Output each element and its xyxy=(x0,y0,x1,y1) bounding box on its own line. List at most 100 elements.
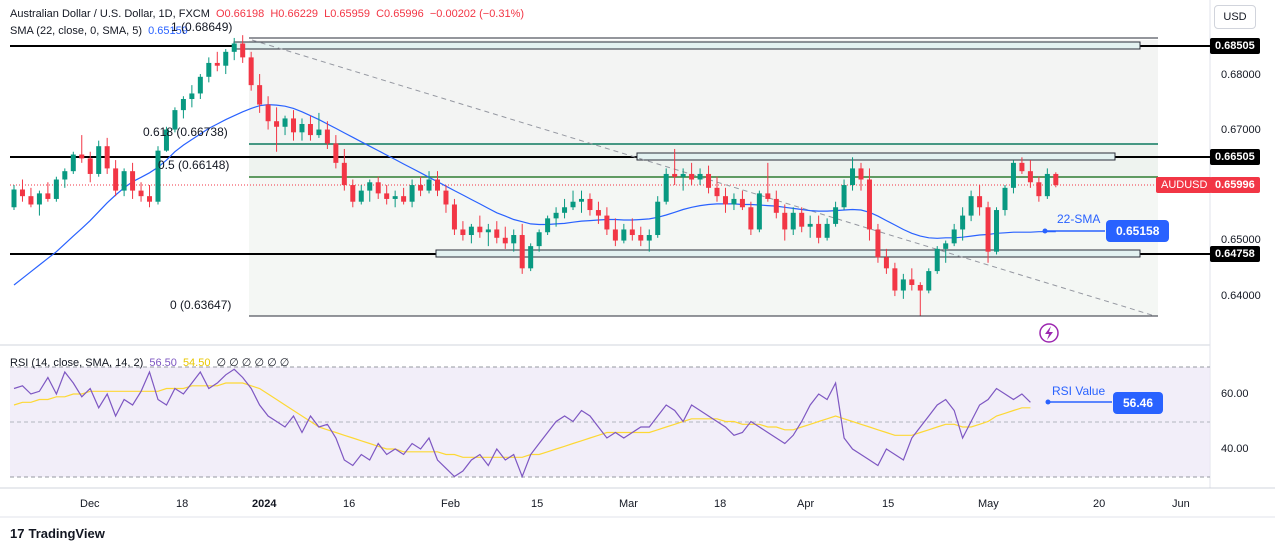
candle-body[interactable] xyxy=(265,104,271,122)
candle-body[interactable] xyxy=(130,171,136,191)
candle-body[interactable] xyxy=(36,193,42,205)
candle-body[interactable] xyxy=(951,229,957,244)
candle-body[interactable] xyxy=(11,189,17,208)
candle-body[interactable] xyxy=(214,62,220,66)
candle-body[interactable] xyxy=(790,212,796,230)
candle-body[interactable] xyxy=(358,190,364,202)
currency-button[interactable]: USD xyxy=(1214,5,1256,29)
candle-body[interactable] xyxy=(350,185,356,202)
candle-body[interactable] xyxy=(714,187,720,197)
candle-body[interactable] xyxy=(502,237,508,244)
candle-body[interactable] xyxy=(240,43,246,58)
candle-body[interactable] xyxy=(53,179,59,199)
candle-body[interactable] xyxy=(883,257,889,269)
candle-body[interactable] xyxy=(443,190,449,205)
candle-body[interactable] xyxy=(197,76,203,94)
candle-body[interactable] xyxy=(180,99,186,111)
candle-body[interactable] xyxy=(257,85,263,105)
candle-body[interactable] xyxy=(1019,162,1025,172)
candle-body[interactable] xyxy=(875,229,881,258)
candle-body[interactable] xyxy=(528,246,534,269)
candle-body[interactable] xyxy=(485,229,491,233)
candle-body[interactable] xyxy=(1053,173,1059,186)
candle-body[interactable] xyxy=(189,93,195,100)
candle-body[interactable] xyxy=(418,185,424,191)
candle-body[interactable] xyxy=(324,129,330,144)
candle-body[interactable] xyxy=(70,154,76,172)
candle-body[interactable] xyxy=(646,235,652,241)
candle-body[interactable] xyxy=(206,62,212,77)
candle-body[interactable] xyxy=(147,196,153,202)
candle-body[interactable] xyxy=(291,118,297,133)
tradingview-logo[interactable]: 17 TradingView xyxy=(10,526,105,541)
candle-body[interactable] xyxy=(477,226,483,233)
rsi-sma-line[interactable] xyxy=(13,382,1031,458)
candle-body[interactable] xyxy=(739,198,745,208)
candle-body[interactable] xyxy=(960,215,966,230)
candle-body[interactable] xyxy=(977,196,983,208)
candle-body[interactable] xyxy=(536,232,542,247)
candle-body[interactable] xyxy=(816,223,822,238)
candle-body[interactable] xyxy=(435,179,440,191)
candle-body[interactable] xyxy=(231,43,237,52)
candle-body[interactable] xyxy=(333,143,339,163)
candle-body[interactable] xyxy=(689,173,695,180)
candle-body[interactable] xyxy=(756,193,762,230)
candle-body[interactable] xyxy=(553,212,559,219)
candle-body[interactable] xyxy=(850,168,856,186)
candle-body[interactable] xyxy=(468,226,474,236)
candle-body[interactable] xyxy=(401,196,407,202)
candle-body[interactable] xyxy=(722,196,728,205)
candle-body[interactable] xyxy=(578,198,584,202)
support-zone[interactable] xyxy=(435,249,1141,258)
candle-body[interactable] xyxy=(392,196,398,199)
candle-body[interactable] xyxy=(943,243,949,249)
candle-body[interactable] xyxy=(587,198,593,211)
candle-body[interactable] xyxy=(307,123,313,136)
candle-body[interactable] xyxy=(274,121,280,127)
candle-body[interactable] xyxy=(909,279,915,285)
candle-body[interactable] xyxy=(900,279,906,291)
candle-body[interactable] xyxy=(1002,187,1008,211)
candle-body[interactable] xyxy=(1044,173,1050,197)
sma-22-line[interactable] xyxy=(13,103,1056,286)
candle-body[interactable] xyxy=(113,168,119,191)
candle-body[interactable] xyxy=(62,171,68,180)
candle-body[interactable] xyxy=(799,212,805,227)
candle-body[interactable] xyxy=(1036,182,1042,197)
candle-body[interactable] xyxy=(409,185,415,202)
candle-body[interactable] xyxy=(697,173,703,180)
candle-body[interactable] xyxy=(748,207,754,230)
candle-body[interactable] xyxy=(841,185,847,208)
resistance-zone-mid[interactable] xyxy=(636,152,1116,161)
candle-body[interactable] xyxy=(604,215,610,230)
candle-body[interactable] xyxy=(968,196,974,216)
candle-body[interactable] xyxy=(104,146,110,169)
candle-body[interactable] xyxy=(985,207,991,252)
candle-body[interactable] xyxy=(765,193,771,199)
candle-body[interactable] xyxy=(621,229,627,241)
candle-body[interactable] xyxy=(782,212,788,230)
candle-body[interactable] xyxy=(672,173,678,177)
candle-body[interactable] xyxy=(807,223,813,227)
candle-body[interactable] xyxy=(595,210,601,216)
candle-body[interactable] xyxy=(138,190,144,197)
candle-body[interactable] xyxy=(833,207,839,224)
candle-body[interactable] xyxy=(341,162,347,186)
candle-body[interactable] xyxy=(163,129,169,151)
candle-body[interactable] xyxy=(519,235,525,269)
candle-body[interactable] xyxy=(451,204,457,230)
candle-body[interactable] xyxy=(460,229,466,236)
candle-body[interactable] xyxy=(731,198,737,205)
candle-body[interactable] xyxy=(45,193,51,199)
candle-body[interactable] xyxy=(299,123,305,133)
candle-body[interactable] xyxy=(663,173,669,202)
candle-body[interactable] xyxy=(1027,171,1033,183)
candle-body[interactable] xyxy=(375,182,381,194)
resistance-zone-top[interactable] xyxy=(233,41,1141,50)
candle-body[interactable] xyxy=(926,271,932,291)
candle-body[interactable] xyxy=(172,110,178,130)
symbol-title[interactable]: Australian Dollar / U.S. Dollar, 1D, FXC… xyxy=(10,8,210,20)
candle-body[interactable] xyxy=(87,158,93,174)
